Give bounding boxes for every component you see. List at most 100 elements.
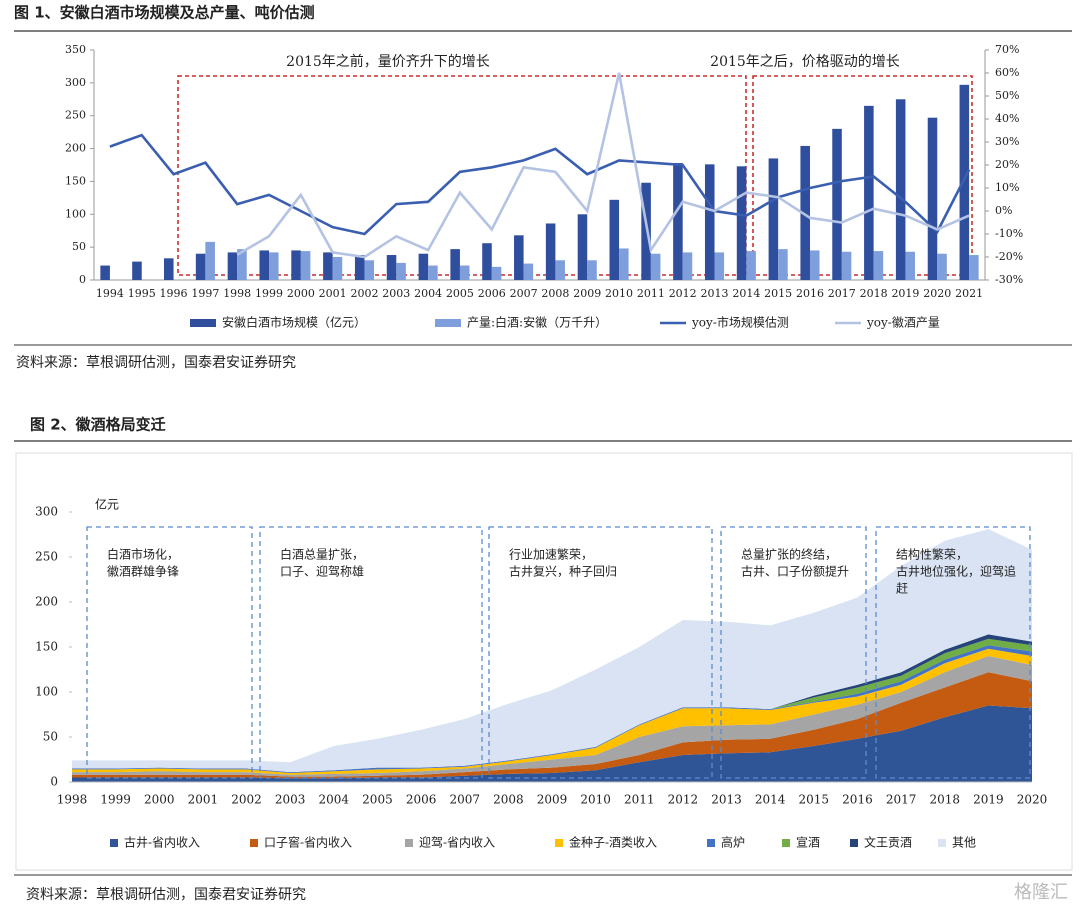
y2-tick-label: -30% — [995, 273, 1023, 286]
y2-tick-label: -20% — [995, 250, 1023, 263]
x-tick-label: 2004 — [319, 793, 350, 807]
y-axis-unit: 亿元 — [95, 497, 119, 512]
bar — [100, 265, 110, 280]
x-tick-label: 2020 — [1017, 793, 1048, 807]
legend-swatch — [850, 839, 858, 847]
chart-frame — [15, 452, 1073, 871]
annotation-box — [752, 75, 973, 276]
legend-label: 宣酒 — [796, 835, 820, 850]
bar — [832, 128, 842, 280]
x-tick-label: 2003 — [382, 287, 410, 300]
annotation: 白酒总量扩张， — [280, 547, 364, 562]
x-tick-label: 2002 — [231, 793, 262, 807]
annotation: 行业加速繁荣， — [509, 547, 593, 562]
y-tick-label: 300 — [35, 505, 58, 519]
bar — [418, 253, 429, 280]
x-tick-label: 2000 — [287, 287, 315, 300]
x-tick-label: 2014 — [755, 793, 786, 807]
annotation: 2015年之前，量价齐升下的增长 — [286, 53, 490, 70]
bar — [164, 258, 174, 280]
legend-swatch — [707, 839, 715, 847]
x-tick-label: 2017 — [886, 793, 917, 807]
x-tick-label: 2002 — [350, 287, 378, 300]
x-tick-label: 1995 — [128, 287, 156, 300]
x-tick-label: 2003 — [275, 793, 306, 807]
y-tick-label: 200 — [65, 142, 86, 155]
annotation: 白酒市场化， — [107, 547, 179, 562]
x-tick-label: 1997 — [191, 287, 219, 300]
legend-swatch — [938, 839, 946, 847]
bar — [482, 243, 492, 280]
y-tick-label: 150 — [35, 640, 58, 654]
bar — [895, 99, 906, 281]
x-tick-label: 2015 — [764, 287, 792, 300]
x-tick-label: 1998 — [223, 287, 251, 300]
x-tick-label: 1994 — [96, 287, 124, 300]
annotation-box — [875, 526, 1031, 779]
x-tick-label: 1996 — [160, 287, 188, 300]
bar — [746, 251, 756, 280]
bar — [587, 260, 597, 280]
x-tick-label: 2001 — [319, 287, 347, 300]
bar — [545, 223, 556, 280]
y2-tick-label: 60% — [995, 66, 1019, 79]
bar — [396, 262, 406, 280]
bar — [927, 117, 938, 280]
annotation-box — [86, 526, 253, 779]
legend-swatch — [110, 839, 118, 847]
x-tick-label: 2018 — [929, 793, 960, 807]
x-tick-label: 2018 — [860, 287, 888, 300]
bar — [523, 263, 534, 280]
y2-tick-label: 50% — [995, 89, 1019, 102]
bar — [428, 265, 438, 280]
annotation: 古井地位强化，迎驾追 — [896, 564, 1016, 579]
legend-label: 高炉 — [721, 835, 745, 850]
bar — [778, 249, 788, 280]
legend-label: 安徽白酒市场规模（亿元） — [222, 315, 366, 330]
annotation-box — [488, 526, 713, 779]
bar — [555, 260, 565, 280]
x-tick-label: 2009 — [573, 287, 601, 300]
x-tick-label: 1999 — [100, 793, 131, 807]
bar — [641, 182, 651, 280]
y-tick-label: 250 — [65, 109, 86, 122]
bar — [354, 255, 365, 280]
x-tick-label: 2011 — [624, 793, 655, 807]
y-tick-label: 100 — [65, 207, 86, 220]
x-tick-label: 2013 — [701, 287, 729, 300]
line-series — [109, 133, 971, 236]
y2-tick-label: 20% — [995, 158, 1019, 171]
area-series — [72, 656, 1032, 777]
x-tick-label: 2007 — [449, 793, 480, 807]
watermark: 格隆汇 — [1014, 882, 1068, 903]
bar — [332, 257, 343, 280]
bar — [682, 252, 693, 280]
x-tick-label: 1998 — [57, 793, 88, 807]
x-tick-label: 2009 — [537, 793, 568, 807]
x-tick-label: 2013 — [711, 793, 742, 807]
annotation-box — [259, 526, 483, 779]
bar — [291, 250, 301, 280]
y2-tick-label: 40% — [995, 112, 1019, 125]
bar — [619, 248, 629, 280]
x-tick-label: 2001 — [188, 793, 219, 807]
annotation: 口子、迎驾称雄 — [280, 564, 364, 579]
bar — [841, 251, 852, 280]
x-tick-label: 1999 — [255, 287, 283, 300]
y-tick-label: 50 — [72, 240, 86, 253]
annotation: 2015年之后，价格驱动的增长 — [710, 54, 900, 70]
bar — [809, 250, 820, 280]
bar — [969, 255, 979, 280]
bar — [905, 251, 915, 280]
x-tick-label: 2012 — [668, 793, 699, 807]
bar — [386, 255, 397, 280]
y-tick-label: 0 — [50, 775, 58, 789]
annotation-box — [177, 75, 747, 276]
bar — [959, 84, 970, 280]
y-tick-label: 350 — [65, 43, 86, 56]
legend-label: 文王贡酒 — [864, 835, 912, 850]
annotation: 结构性繁荣， — [896, 547, 968, 562]
y-tick-label: 50 — [43, 730, 58, 744]
